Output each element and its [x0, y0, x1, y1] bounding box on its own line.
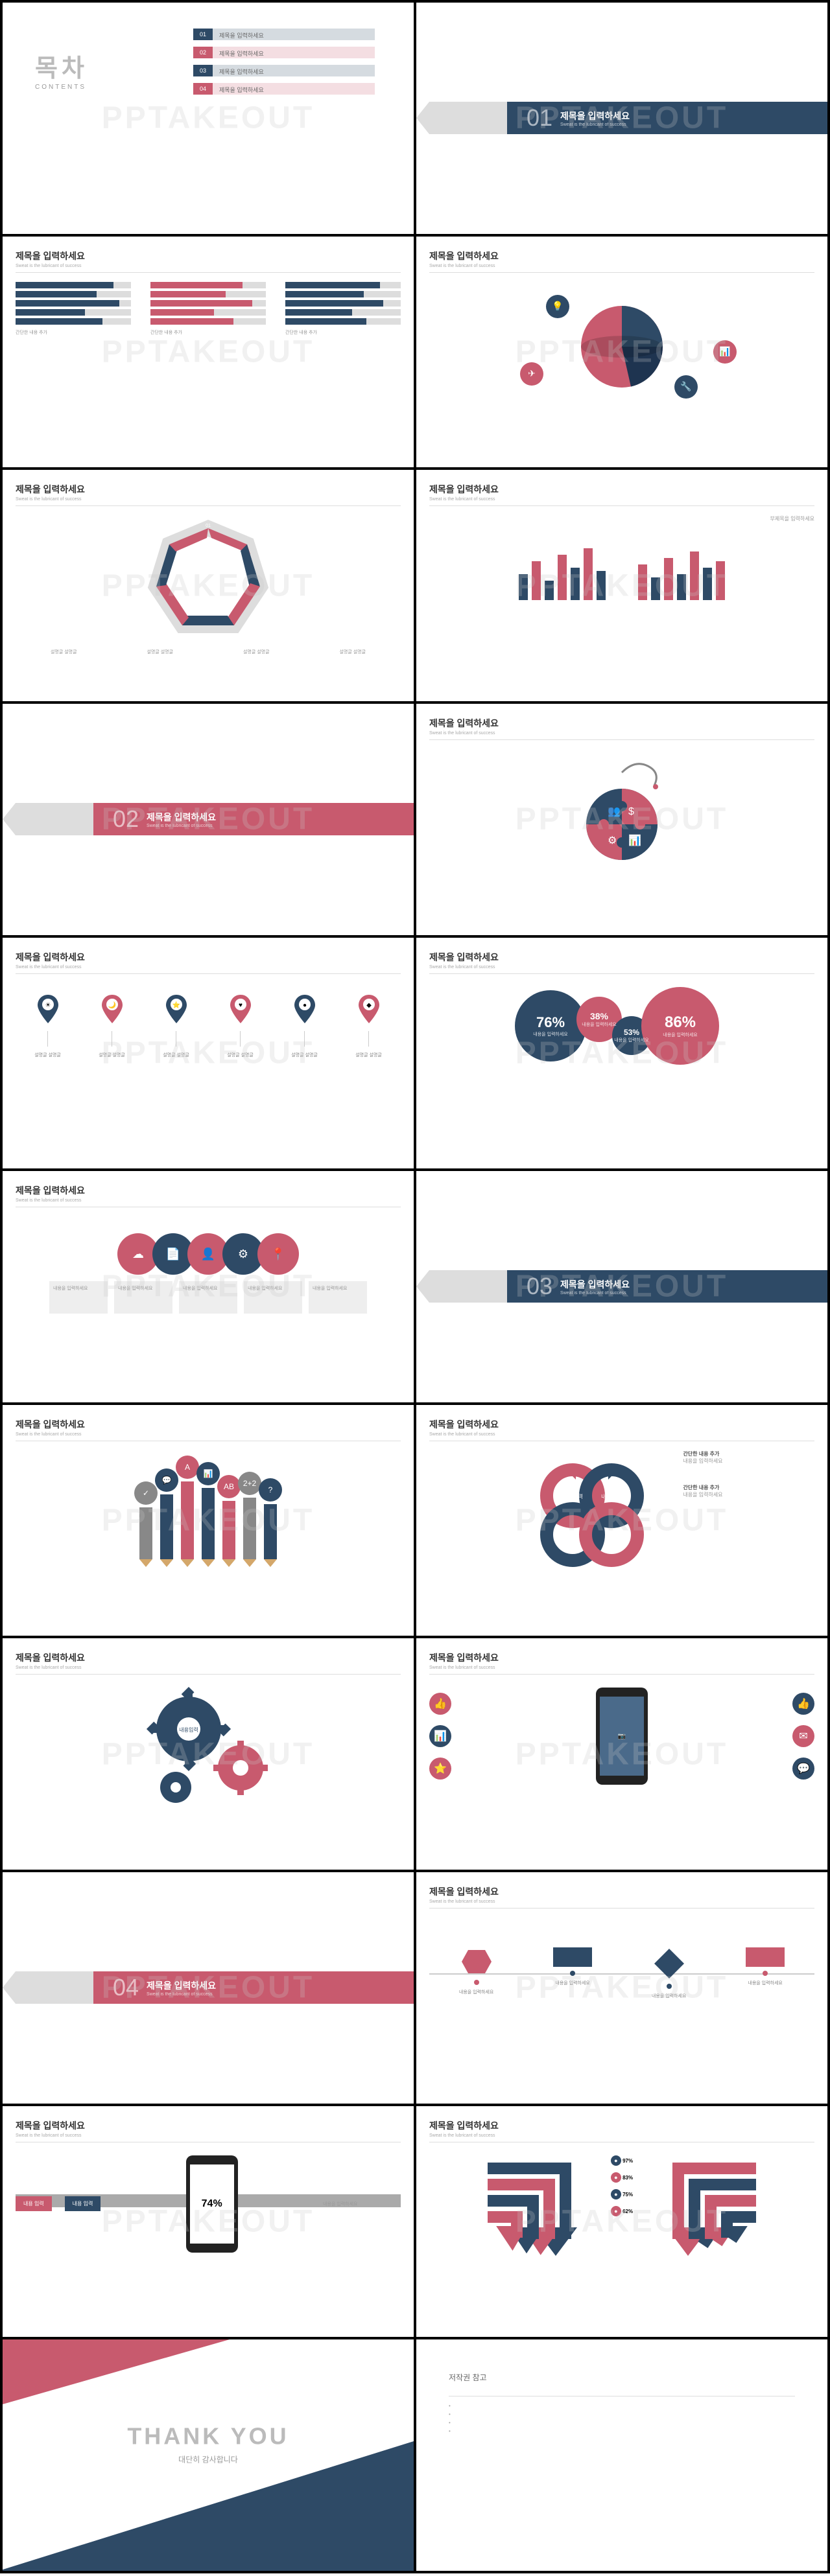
slide-section-02: PPTAKEOUT 02 제목을 입력하세요 Sweat is the lubr… — [3, 704, 414, 935]
puzzle-svg: 👥 $ ⚙ 📊 — [557, 753, 687, 870]
pie-icon: 🔧 — [674, 375, 698, 399]
phone-icon: ✉ — [792, 1725, 814, 1747]
slide-pencils: PPTAKEOUT 제목을 입력하세요 Sweat is the lubrica… — [3, 1405, 414, 1636]
thankyou-sub: 대단히 감사합니다 — [127, 2454, 289, 2465]
svg-text:⭐: ⭐ — [172, 1001, 180, 1009]
svg-text:⚙: ⚙ — [608, 835, 617, 846]
section-arrow: 01 제목을 입력하세요 Sweat is the lubricant of s… — [416, 102, 827, 134]
larrow-right — [652, 2155, 769, 2262]
slide-puzzle: PPTAKEOUT 제목을 입력하세요 Sweat is the lubrica… — [416, 704, 827, 935]
pie-icon: 💡 — [546, 295, 569, 318]
phone-mockup: 74% — [186, 2155, 238, 2253]
svg-text:내용 입력: 내용 입력 — [602, 1493, 622, 1500]
contents-list: 01제목을 입력하세요02제목을 입력하세요03제목을 입력하세요04제목을 입… — [193, 29, 375, 101]
phone-icon: 💬 — [792, 1758, 814, 1780]
slide-pie: PPTAKEOUT 제목을 입력하세요 Sweat is the lubrica… — [416, 237, 827, 468]
slide-gears: PPTAKEOUT 제목을 입력하세요 Sweat is the lubrica… — [3, 1638, 414, 1870]
slide-section-03: PPTAKEOUT 03 제목을 입력하세요 Sweat is the lubr… — [416, 1171, 827, 1402]
thankyou-title: THANK YOU — [127, 2422, 289, 2450]
slide-heptagon: PPTAKEOUT 제목을 입력하세요 Sweat is the lubrica… — [3, 470, 414, 701]
svg-text:내용입력: 내용입력 — [179, 1726, 198, 1733]
slide-vbars: PPTAKEOUT 제목을 입력하세요 Sweat is the lubrica… — [416, 470, 827, 701]
svg-text:◆: ◆ — [366, 1002, 372, 1009]
pencils-container: ✓💬A📊AB2+2? — [16, 1450, 401, 1567]
pct-container: 76%내용을 입력하세요38%내용을 입력하세요53%내용을 입력하세요86%내… — [429, 987, 814, 1065]
svg-text:$: $ — [628, 806, 634, 817]
phone-icon: 👍 — [429, 1693, 451, 1715]
slide-flow: PPTAKEOUT 제목을 입력하세요 Sweat is the lubrica… — [3, 1171, 414, 1402]
slide-section-01: PPTAKEOUT 01 제목을 입력하세요 Sweat is the lubr… — [416, 3, 827, 234]
larrow-pct: ● 97%● 83%● 75%● 62% — [611, 2155, 633, 2262]
slide-pins: PPTAKEOUT 제목을 입력하세요 Sweat is the lubrica… — [3, 938, 414, 1169]
heptagon-svg: 01 — [130, 515, 286, 645]
phone-icon: 📊 — [429, 1725, 451, 1747]
flow-container: ☁📄👤⚙📍 — [16, 1233, 401, 1275]
pie-chart: 💡 📊 🔧 ✈ — [429, 282, 814, 412]
svg-text:☀: ☀ — [45, 1002, 51, 1009]
slide-timeline: PPTAKEOUT 제목을 입력하세요 Sweat is the lubrica… — [416, 1872, 827, 2104]
slide-thankyou: THANK YOU 대단히 감사합니다 — [3, 2339, 414, 2571]
slide-pct: PPTAKEOUT 제목을 입력하세요 Sweat is the lubrica… — [416, 938, 827, 1169]
vbar-container — [429, 535, 814, 600]
slide-phone: PPTAKEOUT 제목을 입력하세요 Sweat is the lubrica… — [416, 1638, 827, 1870]
slide-phone-pct: PPTAKEOUT 제목을 입력하세요 Sweat is the lubrica… — [3, 2106, 414, 2338]
svg-text:👥: 👥 — [608, 806, 621, 817]
larrow-left — [475, 2155, 591, 2262]
bars-container: 간단한 내용 추가간단한 내용 추가간단한 내용 추가 — [16, 282, 401, 336]
svg-text:🌙: 🌙 — [108, 1001, 115, 1009]
timeline-nodes: 내용을 입력하세요내용을 입력하세요내용을 입력하세요내용을 입력하세요 — [429, 1947, 814, 1999]
phone-mockup: 📷 — [596, 1688, 648, 1785]
slide-larrows: PPTAKEOUT 제목을 입력하세요 Sweat is the lubrica… — [416, 2106, 827, 2338]
svg-text:♥: ♥ — [239, 1002, 243, 1009]
svg-text:📊: 📊 — [628, 834, 641, 846]
watermark: PPTAKEOUT — [102, 100, 314, 136]
phone-icon: ⭐ — [429, 1758, 451, 1780]
pins-container: ☀설명글 설명글🌙설명글 설명글⭐설명글 설명글♥설명글 설명글●설명글 설명글… — [16, 993, 401, 1058]
slide-cross: PPTAKEOUT 제목을 입력하세요 Sweat is the lubrica… — [416, 1405, 827, 1636]
slide-hbars: PPTAKEOUT 제목을 입력하세요 Sweat is the lubrica… — [3, 237, 414, 468]
pie-icon: 📊 — [713, 340, 737, 364]
svg-text:●: ● — [302, 1002, 306, 1009]
cross-svg: 내용 입력 내용 입력 — [521, 1450, 663, 1580]
pie-icon: ✈ — [520, 362, 543, 386]
slide-section-04: PPTAKEOUT 04 제목을 입력하세요 Sweat is the lubr… — [3, 1872, 414, 2104]
gears-svg: 내용입력 — [124, 1684, 292, 1813]
svg-text:01: 01 — [206, 524, 211, 528]
refs-title: 저작권 참고 — [449, 2372, 795, 2383]
slide-contents: PPTAKEOUT 목차 CONTENTS 01제목을 입력하세요02제목을 입… — [3, 3, 414, 234]
phone-label: 내용 입력 — [16, 2196, 52, 2211]
slide-refs: 저작권 참고 •• •• — [416, 2339, 827, 2571]
phone-icon: 👍 — [792, 1693, 814, 1715]
svg-text:내용 입력: 내용 입력 — [563, 1493, 584, 1500]
phone-label: 내용 입력 — [65, 2196, 101, 2211]
